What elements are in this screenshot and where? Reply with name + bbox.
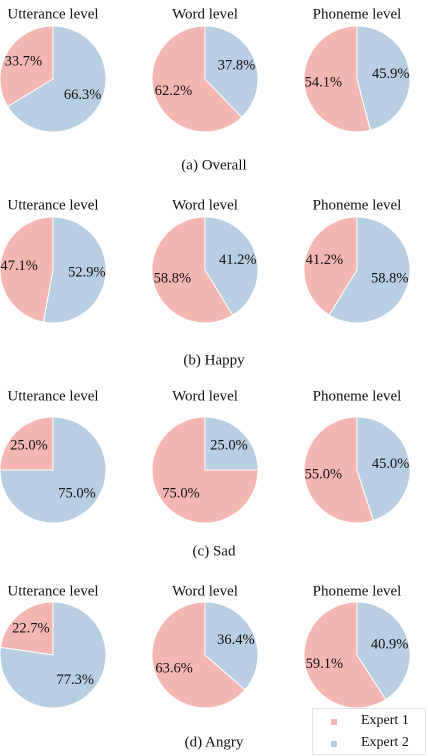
pie-slice-b-happy-utterance-level-expert-2 <box>42 216 107 324</box>
pie-label-b-happy-word-level-expert-1: 58.8% <box>154 271 191 287</box>
pie-title-c-sad-utterance-level: Utterance level <box>7 388 98 404</box>
pie-label-d-angry-utterance-level-expert-1: 22.7% <box>12 621 49 637</box>
pie-title-b-happy-phoneme-level: Phoneme level <box>313 197 402 213</box>
legend-item-expert-1: Expert 1 <box>313 712 427 732</box>
pie-slice-d-angry-word-level-expert-1 <box>151 601 246 709</box>
pie-slice-d-angry-utterance-level-expert-2 <box>0 601 107 709</box>
pie-title-a-overall-word-level: Word level <box>172 6 238 22</box>
pie-label-d-angry-phoneme-level-expert-1: 59.1% <box>306 656 343 672</box>
pie-label-c-sad-phoneme-level-expert-1: 55.0% <box>305 467 342 483</box>
pie-slice-a-overall-word-level-expert-1 <box>151 25 243 133</box>
pie-label-b-happy-utterance-level-expert-2: 52.9% <box>68 264 105 280</box>
legend-item-expert-2: Expert 2 <box>313 734 427 754</box>
pie-label-a-overall-utterance-level-expert-2: 66.3% <box>64 87 101 103</box>
pie-label-a-overall-word-level-expert-1: 62.2% <box>155 83 192 99</box>
pie-title-c-sad-phoneme-level: Phoneme level <box>313 388 402 404</box>
pie-label-d-angry-utterance-level-expert-2: 77.3% <box>56 672 93 688</box>
pie-label-c-sad-phoneme-level-expert-2: 45.0% <box>372 456 409 472</box>
pie-slice-a-overall-phoneme-level-expert-1 <box>303 25 372 133</box>
pie-label-c-sad-utterance-level-expert-2: 75.0% <box>58 485 95 501</box>
pie-title-a-overall-utterance-level: Utterance level <box>7 6 98 22</box>
pie-slice-c-sad-utterance-level-expert-1 <box>0 416 54 471</box>
pie-title-d-angry-utterance-level: Utterance level <box>7 583 98 599</box>
pie-slice-c-sad-phoneme-level-expert-1 <box>303 416 375 524</box>
pie-title-b-happy-utterance-level: Utterance level <box>7 197 98 213</box>
pie-label-c-sad-word-level-expert-1: 75.0% <box>162 485 199 501</box>
pie-title-b-happy-word-level: Word level <box>172 197 238 213</box>
legend-swatch-expert-1 <box>331 719 337 725</box>
caption-d-angry: (d) Angry <box>185 734 244 750</box>
pie-title-d-angry-word-level: Word level <box>172 583 238 599</box>
pie-slice-a-overall-phoneme-level-expert-2 <box>356 25 411 131</box>
pie-slice-d-angry-utterance-level-expert-1 <box>0 601 54 656</box>
pie-slice-a-overall-word-level-expert-2 <box>204 25 259 118</box>
pie-label-d-angry-phoneme-level-expert-2: 40.9% <box>371 637 408 653</box>
pie-label-b-happy-utterance-level-expert-1: 47.1% <box>0 258 37 274</box>
pie-label-a-overall-phoneme-level-expert-1: 54.1% <box>305 75 342 91</box>
pie-slice-c-sad-utterance-level-expert-2 <box>0 416 107 524</box>
pie-slice-a-overall-utterance-level-expert-1 <box>0 25 54 108</box>
pie-title-c-sad-word-level: Word level <box>172 388 238 404</box>
pie-label-d-angry-word-level-expert-2: 36.4% <box>217 632 254 648</box>
legend: Expert 1 Expert 2 <box>312 708 426 755</box>
pie-label-b-happy-phoneme-level-expert-2: 58.8% <box>371 271 408 287</box>
caption-a-overall: (a) Overall <box>181 157 246 173</box>
pie-slice-d-angry-phoneme-level-expert-1 <box>303 601 387 709</box>
pie-slice-b-happy-utterance-level-expert-1 <box>0 216 54 323</box>
caption-c-sad: (c) Sad <box>193 543 236 559</box>
pie-title-d-angry-phoneme-level: Phoneme level <box>313 583 402 599</box>
pie-slice-c-sad-word-level-expert-2 <box>204 416 259 471</box>
pie-label-c-sad-utterance-level-expert-1: 25.0% <box>10 437 47 453</box>
legend-label-expert-2: Expert 2 <box>361 735 409 750</box>
pie-label-a-overall-utterance-level-expert-1: 33.7% <box>5 54 42 70</box>
pie-label-a-overall-phoneme-level-expert-2: 45.9% <box>372 66 409 82</box>
pie-slice-b-happy-word-level-expert-1 <box>151 216 234 324</box>
pie-label-c-sad-word-level-expert-2: 25.0% <box>210 437 247 453</box>
pie-label-d-angry-word-level-expert-1: 63.6% <box>155 660 192 676</box>
pie-slice-a-overall-utterance-level-expert-2 <box>7 25 107 133</box>
pie-slice-b-happy-word-level-expert-2 <box>204 216 259 316</box>
pie-label-b-happy-word-level-expert-2: 41.2% <box>219 252 256 268</box>
pie-slice-d-angry-word-level-expert-2 <box>204 601 259 691</box>
pie-slice-d-angry-phoneme-level-expert-2 <box>356 601 411 701</box>
legend-swatch-expert-2 <box>331 741 337 747</box>
legend-label-expert-1: Expert 1 <box>361 713 409 728</box>
caption-b-happy: (b) Happy <box>183 352 245 368</box>
pie-slice-b-happy-phoneme-level-expert-2 <box>328 216 411 324</box>
pie-label-a-overall-word-level-expert-2: 37.8% <box>218 58 255 74</box>
pie-title-a-overall-phoneme-level: Phoneme level <box>313 6 402 22</box>
pie-label-b-happy-phoneme-level-expert-1: 41.2% <box>306 252 343 268</box>
pie-slice-c-sad-phoneme-level-expert-2 <box>356 416 411 522</box>
